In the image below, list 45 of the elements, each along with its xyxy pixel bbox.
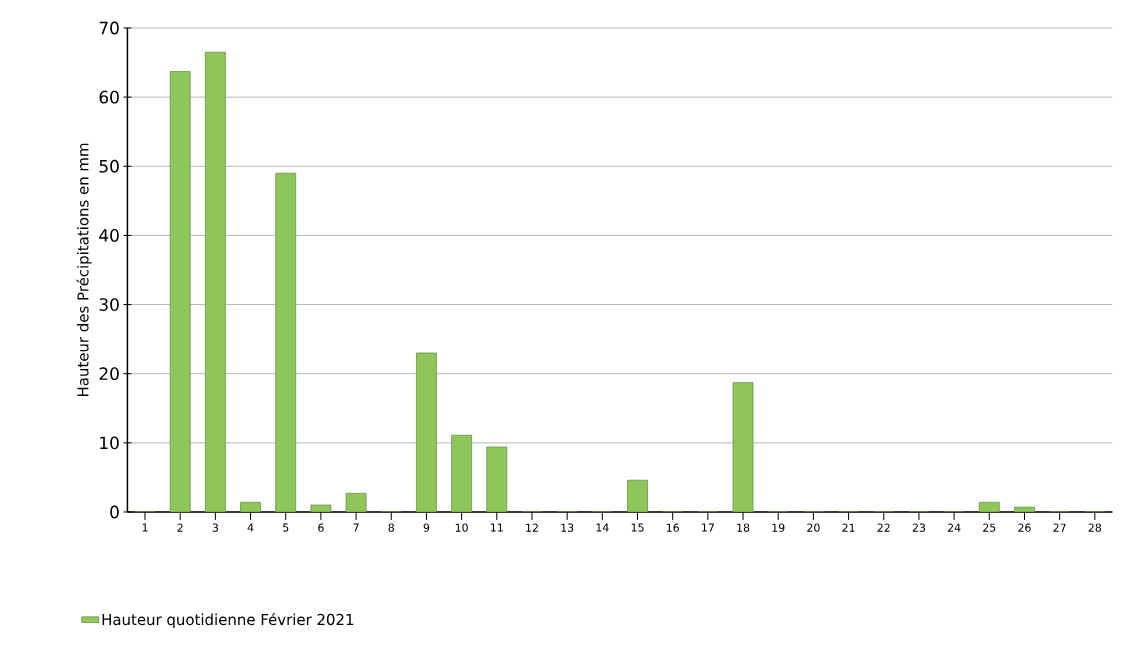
x-tick-label: 27 <box>1053 523 1066 532</box>
x-tick-label: 6 <box>318 523 324 532</box>
y-tick-label: 70 <box>99 21 119 35</box>
x-tick-label: 17 <box>702 523 714 532</box>
bar <box>204 51 226 512</box>
legend-label: Hauteur quotidienne Février 2021 <box>102 612 354 629</box>
x-tick-label: 8 <box>388 523 394 532</box>
x-tick-label: 15 <box>631 523 644 532</box>
y-tick-label: 50 <box>99 159 119 173</box>
x-tick-label: 14 <box>596 523 609 532</box>
x-tick-label: 26 <box>1018 523 1031 532</box>
y-tick-label: 60 <box>99 90 119 104</box>
x-tick-label: 1 <box>142 523 148 532</box>
x-tick-label: 10 <box>455 523 468 532</box>
x-tick-label: 28 <box>1088 523 1102 532</box>
y-axis-title: Hauteur des Précipitations en mm <box>76 143 92 397</box>
y-tick-label: 30 <box>99 298 119 311</box>
x-tick-label: 24 <box>947 523 961 532</box>
x-tick-label: 19 <box>772 523 785 532</box>
y-tick-label: 10 <box>100 436 119 450</box>
x-tick-label: 23 <box>912 523 926 532</box>
x-tick-label: 3 <box>212 523 218 532</box>
bar <box>451 434 473 512</box>
bar <box>416 352 437 512</box>
x-tick-label: 21 <box>842 523 855 532</box>
x-tick-label: 9 <box>423 523 430 532</box>
x-tick-label: 5 <box>283 523 289 532</box>
x-tick-label: 13 <box>561 523 574 532</box>
x-tick-label: 11 <box>491 523 503 532</box>
x-tick-label: 22 <box>877 523 890 532</box>
x-tick-label: 25 <box>983 523 996 532</box>
x-tick-label: 4 <box>247 523 254 532</box>
bar <box>275 172 297 512</box>
bar <box>169 71 191 512</box>
x-tick-label: 18 <box>737 523 750 532</box>
x-tick-label: 16 <box>666 523 679 532</box>
bar <box>486 446 508 512</box>
y-tick-label: 20 <box>99 367 119 381</box>
x-tick-label: 7 <box>353 523 359 532</box>
bar <box>627 479 648 512</box>
x-tick-label: 2 <box>177 523 183 532</box>
y-tick-label: 40 <box>99 229 119 242</box>
x-tick-label: 12 <box>526 523 538 532</box>
y-tick-label: 0 <box>110 505 119 519</box>
x-tick-label: 20 <box>807 523 820 532</box>
